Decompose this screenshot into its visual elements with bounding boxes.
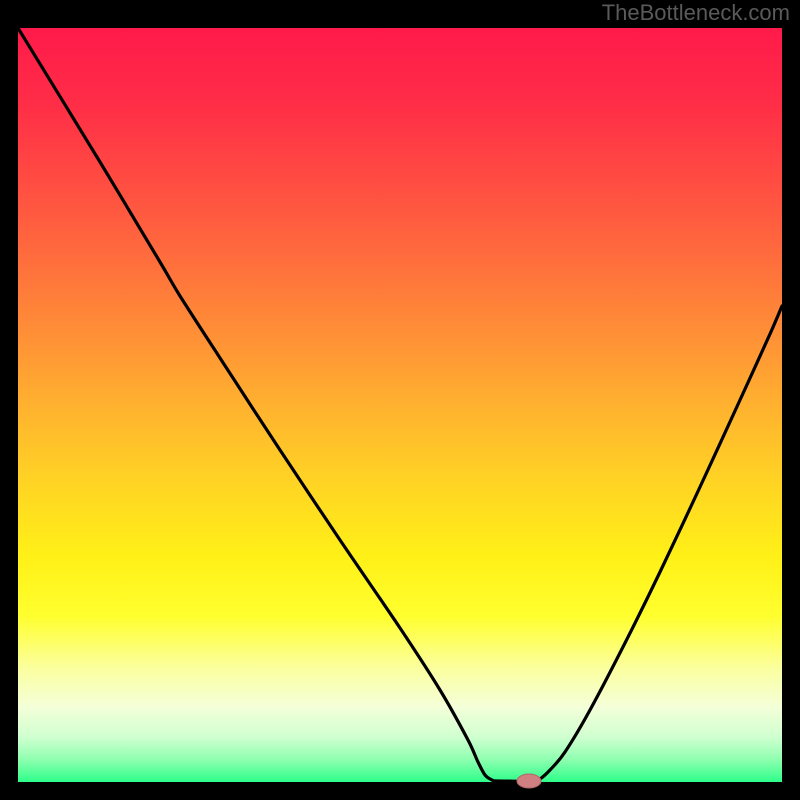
optimal-point-marker bbox=[517, 774, 541, 788]
chart-gradient-background bbox=[18, 28, 782, 782]
watermark-text: TheBottleneck.com bbox=[602, 0, 790, 26]
chart-container: TheBottleneck.com bbox=[0, 0, 800, 800]
bottleneck-chart bbox=[0, 0, 800, 800]
